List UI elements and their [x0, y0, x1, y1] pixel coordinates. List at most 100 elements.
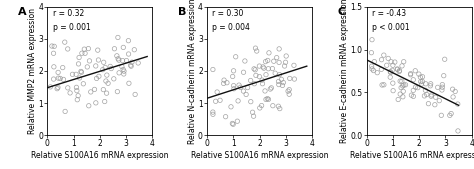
Point [264, 59, 272, 62]
Point [418, 83, 425, 85]
Point [428, 94, 435, 96]
Point [396, 80, 404, 82]
Point [125, 39, 132, 42]
Point [261, 90, 269, 92]
Point [260, 67, 268, 69]
Point [83, 66, 91, 68]
Point [285, 93, 293, 96]
Point [438, 89, 446, 91]
Point [78, 52, 86, 55]
Point [278, 78, 285, 81]
Point [368, 38, 376, 41]
Point [209, 113, 217, 116]
Point [383, 64, 391, 67]
Point [441, 58, 448, 61]
Point [269, 104, 277, 107]
Point [234, 100, 242, 102]
Point [212, 100, 219, 103]
Point [81, 52, 89, 55]
Point [402, 83, 410, 86]
Point [389, 82, 397, 84]
Point [251, 68, 259, 71]
Point [275, 80, 283, 83]
Point [92, 65, 100, 67]
Point [230, 87, 238, 90]
Point [258, 104, 265, 107]
Point [256, 107, 264, 109]
Point [247, 100, 255, 103]
Point [427, 82, 435, 85]
Point [64, 48, 72, 50]
Text: r = -0.43: r = -0.43 [372, 9, 406, 18]
Point [101, 66, 109, 69]
Point [421, 89, 429, 92]
Point [75, 63, 82, 65]
Point [106, 65, 114, 68]
Point [400, 84, 408, 86]
Point [87, 91, 94, 93]
Point [276, 107, 283, 110]
Point [266, 88, 274, 90]
Point [240, 90, 247, 92]
Point [394, 68, 401, 70]
Point [119, 59, 127, 62]
Point [55, 77, 62, 79]
Point [46, 86, 54, 88]
Point [425, 102, 432, 105]
Point [128, 61, 136, 64]
Point [269, 67, 276, 70]
Point [410, 78, 417, 81]
Point [69, 73, 76, 76]
Point [408, 94, 415, 96]
Point [275, 83, 283, 86]
Point [216, 99, 224, 102]
Text: r = 0.30: r = 0.30 [212, 9, 244, 18]
Point [99, 68, 107, 71]
Point [290, 64, 298, 67]
Point [119, 68, 127, 71]
Point [419, 75, 426, 78]
Point [449, 96, 457, 98]
Point [276, 73, 283, 76]
Point [135, 62, 142, 64]
Point [100, 61, 108, 64]
Point [400, 60, 408, 63]
Point [407, 73, 414, 76]
Point [378, 84, 386, 86]
Point [251, 82, 258, 85]
Point [378, 68, 385, 71]
Point [285, 88, 293, 91]
Point [230, 69, 237, 72]
Point [284, 90, 292, 92]
Point [389, 64, 397, 67]
Point [131, 93, 139, 96]
Text: p = 0.004: p = 0.004 [212, 23, 250, 32]
Point [262, 60, 269, 63]
X-axis label: Relative S100A16 mRNA expression: Relative S100A16 mRNA expression [31, 151, 169, 160]
Point [434, 86, 441, 89]
Point [417, 80, 425, 83]
Point [74, 94, 82, 97]
Point [84, 47, 92, 50]
Point [407, 72, 414, 75]
Point [436, 99, 443, 102]
Text: A: A [18, 7, 27, 17]
Point [103, 74, 110, 76]
Point [128, 65, 135, 68]
Point [250, 67, 258, 70]
Text: B: B [178, 7, 186, 17]
Point [272, 72, 279, 75]
Point [56, 77, 64, 80]
Point [397, 86, 405, 89]
Point [118, 65, 126, 68]
Point [252, 74, 260, 77]
Point [222, 115, 229, 118]
Point [95, 59, 102, 61]
Point [247, 79, 255, 82]
Point [374, 71, 381, 74]
Point [86, 59, 93, 62]
Point [280, 81, 287, 84]
Point [73, 86, 80, 89]
Point [265, 52, 273, 54]
Point [273, 56, 281, 59]
